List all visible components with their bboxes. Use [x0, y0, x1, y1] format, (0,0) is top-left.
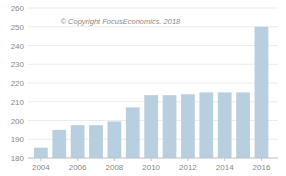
bar	[199, 92, 213, 158]
bar	[181, 94, 195, 158]
y-tick-label: 240	[11, 42, 25, 51]
bar	[163, 95, 177, 158]
y-tick-label: 190	[11, 135, 25, 144]
x-tick-label: 2012	[179, 163, 197, 172]
x-tick-label: 2004	[32, 163, 50, 172]
chart: 180 190 200 210 220 230 240 250 260 2004 2006 2008 2…	[0, 0, 286, 176]
bar	[236, 92, 250, 158]
bars	[34, 27, 268, 158]
bar	[126, 107, 140, 158]
grid-line	[28, 64, 278, 65]
x-tick-label: 2010	[142, 163, 160, 172]
x-tick-label: 2008	[105, 163, 123, 172]
bar	[255, 27, 269, 158]
y-tick-label: 250	[11, 23, 25, 32]
y-tick-label: 230	[11, 60, 25, 69]
x-tick-label: 2014	[216, 163, 234, 172]
annotation: © Copyright FocusEconomics. 2018	[61, 17, 182, 26]
bar	[52, 130, 66, 158]
bar	[108, 121, 122, 158]
x-tick	[77, 158, 78, 161]
y-tick-label: 260	[11, 4, 25, 13]
x-axis-line	[28, 158, 278, 159]
x-tick-label: 2016	[253, 163, 271, 172]
bar	[71, 125, 85, 158]
x-tick	[40, 158, 41, 161]
grid-line	[28, 158, 278, 159]
grid	[28, 8, 278, 158]
x-tick	[224, 158, 225, 161]
x-tick-label: 2006	[69, 163, 87, 172]
y-tick-label: 210	[11, 98, 25, 107]
grid-line	[28, 83, 278, 84]
grid-line	[28, 26, 278, 27]
x-tick	[114, 158, 115, 161]
x-tick	[187, 158, 188, 161]
y-tick-label: 180	[11, 154, 25, 163]
grid-line	[28, 8, 278, 9]
bar	[144, 95, 158, 158]
y-tick-label: 220	[11, 79, 25, 88]
x-tick	[261, 158, 262, 161]
grid-line	[28, 45, 278, 46]
chart-container: 180 190 200 210 220 230 240 250 260 2004 2006 2008 2…	[0, 0, 286, 176]
bar	[89, 125, 103, 158]
bar	[34, 148, 48, 158]
bar	[218, 92, 232, 158]
y-tick-label: 200	[11, 117, 25, 126]
x-tick	[151, 158, 152, 161]
